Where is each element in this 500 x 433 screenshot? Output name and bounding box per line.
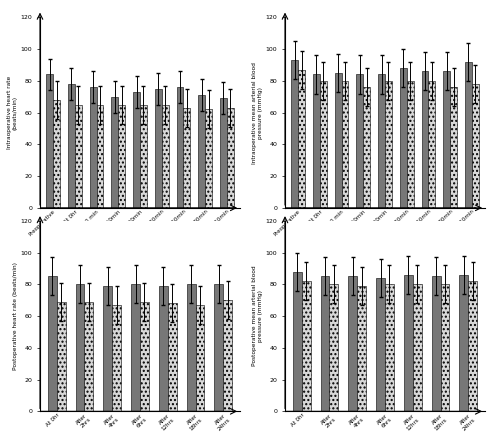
Bar: [298, 70, 305, 208]
Bar: [168, 304, 176, 411]
Bar: [357, 286, 366, 411]
Bar: [186, 284, 196, 411]
Bar: [440, 284, 450, 411]
Bar: [313, 74, 320, 208]
Bar: [46, 74, 53, 208]
Bar: [468, 281, 477, 411]
Bar: [84, 302, 94, 411]
Legend: ESPB without Dexmedetomidine group, ESPB with Dexmedetomidine group: ESPB without Dexmedetomidine group, ESPB…: [285, 280, 399, 297]
Y-axis label: Intraoperative mean arterial blood
pressure (mmHg): Intraoperative mean arterial blood press…: [252, 61, 263, 164]
Bar: [162, 105, 168, 208]
Bar: [53, 100, 60, 208]
Bar: [75, 105, 82, 208]
Bar: [112, 305, 121, 411]
Bar: [334, 73, 342, 208]
Legend: ESPB without Dexmedetomidine group, ESPB with Dexmedetomidine group: ESPB without Dexmedetomidine group, ESPB…: [40, 280, 154, 297]
Bar: [56, 302, 66, 411]
Bar: [118, 105, 125, 208]
Bar: [330, 284, 338, 411]
Bar: [198, 95, 205, 208]
Bar: [406, 81, 414, 208]
Bar: [460, 275, 468, 411]
Bar: [320, 276, 330, 411]
Bar: [48, 276, 56, 411]
Bar: [376, 278, 385, 411]
Bar: [291, 60, 298, 208]
Bar: [293, 271, 302, 411]
Bar: [159, 286, 168, 411]
Bar: [356, 74, 364, 208]
Bar: [224, 300, 232, 411]
Bar: [133, 92, 140, 208]
Bar: [444, 71, 450, 208]
Bar: [96, 105, 103, 208]
Bar: [378, 74, 385, 208]
Bar: [205, 110, 212, 208]
Bar: [90, 87, 96, 208]
Bar: [176, 87, 184, 208]
Bar: [364, 87, 370, 208]
Bar: [385, 284, 394, 411]
Bar: [220, 98, 227, 208]
Bar: [131, 284, 140, 411]
Bar: [422, 71, 428, 208]
Y-axis label: Intraoperative heart rate
(beats/min): Intraoperative heart rate (beats/min): [7, 76, 18, 149]
Bar: [227, 108, 234, 208]
Bar: [76, 284, 84, 411]
Bar: [342, 81, 348, 208]
Y-axis label: Postoperative heart rate (beats/min): Postoperative heart rate (beats/min): [13, 262, 18, 370]
Bar: [140, 302, 149, 411]
Bar: [184, 108, 190, 208]
Bar: [465, 62, 472, 208]
Bar: [413, 284, 422, 411]
Bar: [302, 281, 310, 411]
Bar: [472, 84, 479, 208]
Bar: [68, 84, 75, 208]
Bar: [348, 276, 357, 411]
Bar: [428, 81, 436, 208]
Bar: [104, 286, 112, 411]
Text: (A): (A): [132, 322, 148, 332]
Bar: [155, 89, 162, 208]
Bar: [112, 97, 118, 208]
Bar: [404, 275, 413, 411]
Bar: [140, 105, 147, 208]
Bar: [400, 68, 406, 208]
Bar: [432, 276, 440, 411]
Y-axis label: Postoperative mean arterial blood
pressure (mmHg): Postoperative mean arterial blood pressu…: [252, 266, 263, 366]
Bar: [196, 305, 204, 411]
Text: (B): (B): [377, 322, 393, 332]
Bar: [214, 284, 224, 411]
Bar: [320, 81, 326, 208]
Bar: [450, 87, 457, 208]
Bar: [385, 81, 392, 208]
